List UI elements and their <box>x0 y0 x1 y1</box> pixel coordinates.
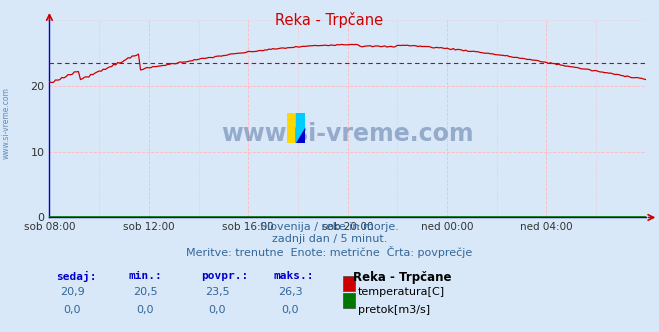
Text: 0,0: 0,0 <box>281 305 299 315</box>
Text: www.si-vreme.com: www.si-vreme.com <box>221 123 474 146</box>
Text: min.:: min.: <box>129 271 162 281</box>
Text: sedaj:: sedaj: <box>56 271 96 282</box>
Text: 0,0: 0,0 <box>136 305 154 315</box>
Text: 26,3: 26,3 <box>277 287 302 297</box>
Bar <box>287 113 296 143</box>
Text: 20,9: 20,9 <box>60 287 85 297</box>
Bar <box>296 113 305 128</box>
Text: Reka - Trpčane: Reka - Trpčane <box>353 271 451 284</box>
Text: Reka - Trpčane: Reka - Trpčane <box>275 12 384 28</box>
Polygon shape <box>296 128 305 143</box>
Text: 0,0: 0,0 <box>209 305 226 315</box>
Text: Meritve: trenutne  Enote: metrične  Črta: povprečje: Meritve: trenutne Enote: metrične Črta: … <box>186 246 473 258</box>
Text: 0,0: 0,0 <box>64 305 81 315</box>
Polygon shape <box>296 128 305 143</box>
Text: temperatura[C]: temperatura[C] <box>358 287 445 297</box>
Text: maks.:: maks.: <box>273 271 314 281</box>
Text: 20,5: 20,5 <box>132 287 158 297</box>
Text: www.si-vreme.com: www.si-vreme.com <box>2 87 11 159</box>
Text: 23,5: 23,5 <box>205 287 230 297</box>
Text: zadnji dan / 5 minut.: zadnji dan / 5 minut. <box>272 234 387 244</box>
Text: Slovenija / reke in morje.: Slovenija / reke in morje. <box>260 222 399 232</box>
Text: pretok[m3/s]: pretok[m3/s] <box>358 305 430 315</box>
Text: povpr.:: povpr.: <box>201 271 248 281</box>
